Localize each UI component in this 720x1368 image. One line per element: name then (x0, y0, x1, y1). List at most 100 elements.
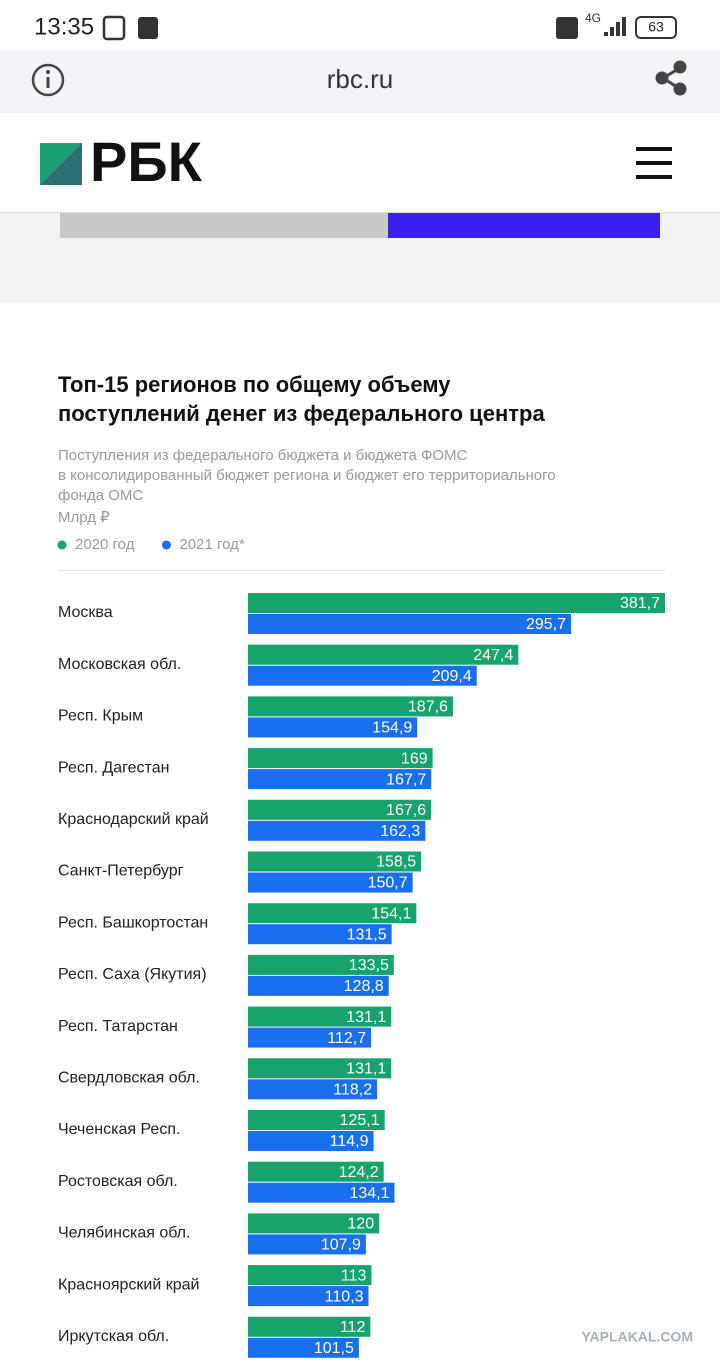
bar (248, 1286, 369, 1307)
value-label: 134,1 (349, 1185, 389, 1202)
value-label: 158,5 (376, 854, 416, 871)
menu-glyph (636, 175, 672, 179)
legend-label: 2021 год* (179, 536, 244, 553)
bar (248, 954, 394, 975)
value-label: 120 (347, 1216, 374, 1233)
bar (248, 1058, 392, 1079)
ad-image[interactable] (60, 213, 388, 238)
chart-units: Млрд ₽ (58, 509, 110, 526)
value-label: 162,3 (380, 823, 420, 840)
chart-subtitle: в консолидированный бюджет региона и бюд… (58, 467, 556, 484)
legend-marker (57, 540, 67, 550)
menu-glyph (636, 161, 672, 165)
bar (248, 1079, 378, 1100)
value-label: 113 (341, 1267, 367, 1284)
bar (248, 696, 453, 717)
bar (248, 748, 433, 769)
value-label: 167,6 (386, 802, 426, 819)
share-glyph (655, 71, 669, 85)
bar (248, 1131, 374, 1151)
value-label: 167,7 (386, 771, 426, 788)
category-label: Московская обл. (58, 656, 181, 673)
nfc-icon (102, 15, 126, 41)
logo[interactable]: РБК (90, 130, 203, 193)
menu-glyph (636, 147, 672, 151)
bar (248, 1234, 366, 1255)
bar (248, 1006, 392, 1027)
value-label: 128,8 (344, 978, 384, 995)
upload-icon (138, 17, 158, 39)
value-label: 169 (401, 750, 428, 767)
network-type: 4G (585, 11, 601, 25)
value-label: 101,5 (314, 1340, 354, 1357)
category-label: Москва (58, 604, 113, 621)
category-label: Иркутская обл. (58, 1328, 169, 1345)
bar (248, 769, 432, 790)
bar (248, 1265, 372, 1286)
value-label: 118,2 (333, 1082, 372, 1099)
bar (248, 975, 389, 996)
url[interactable]: rbc.ru (327, 64, 393, 94)
value-label: 112,7 (327, 1030, 366, 1047)
bar (248, 665, 477, 686)
bar (248, 1213, 380, 1234)
watermark: YAPLAKAL.COM (582, 1329, 694, 1345)
info-glyph (46, 70, 50, 74)
value-label: 107,9 (321, 1237, 361, 1254)
menu-button[interactable] (636, 147, 672, 179)
bar (248, 593, 665, 613)
category-label: Респ. Башкортостан (58, 914, 208, 931)
category-label: Санкт-Петербург (58, 863, 184, 880)
chart-subtitle: фонда ОМС (58, 487, 143, 504)
bar (248, 1161, 384, 1182)
ad-image[interactable] (388, 213, 660, 238)
status-time: 13:35 (34, 13, 94, 40)
category-label: Чеченская Респ. (58, 1121, 180, 1138)
value-label: 125,1 (340, 1112, 380, 1129)
value-label: 154,9 (372, 720, 412, 737)
bar (248, 1027, 372, 1048)
value-label: 131,1 (346, 1061, 386, 1078)
bar (248, 1316, 371, 1337)
share-glyph (673, 82, 687, 96)
bar (248, 1337, 359, 1358)
bar (248, 851, 422, 872)
browser-bar (0, 50, 720, 113)
bar (248, 820, 426, 841)
value-label: 114,9 (330, 1133, 369, 1150)
logo-mark (40, 143, 82, 185)
bar (248, 717, 418, 738)
bar (248, 903, 417, 924)
bar (248, 614, 572, 634)
info-button[interactable] (31, 63, 65, 97)
value-label: 124,2 (339, 1164, 379, 1181)
chart: 2020 год 2021 год* Москва 381,7 295,7 Московс… (57, 536, 665, 1358)
category-label: Ростовская обл. (58, 1173, 178, 1190)
bar (248, 1182, 395, 1203)
value-label: 154,1 (371, 905, 411, 922)
category-label: Свердловская обл. (58, 1070, 200, 1087)
value-label: 187,6 (408, 699, 448, 716)
chart-title: поступлений денег из федерального центра (58, 401, 545, 426)
category-label: Респ. Крым (58, 708, 143, 725)
value-label: 150,7 (368, 875, 408, 892)
volte-icon (556, 17, 578, 39)
bar (248, 1110, 385, 1130)
share-button[interactable] (655, 60, 687, 96)
bar (248, 644, 519, 665)
value-label: 209,4 (432, 668, 472, 685)
value-label: 247,4 (473, 647, 513, 664)
legend-marker (161, 540, 171, 550)
category-label: Красноярский край (58, 1276, 199, 1293)
info-glyph (46, 77, 50, 88)
signal-icon (604, 17, 626, 36)
category-label: Респ. Татарстан (58, 1018, 178, 1035)
battery-level: 63 (648, 19, 664, 35)
value-label: 381,7 (620, 595, 660, 612)
chart-title: Топ-15 регионов по общему объему (58, 372, 451, 397)
bar (248, 924, 392, 945)
chart-subtitle: Поступления из федерального бюджета и бю… (58, 447, 468, 464)
category-label: Респ. Дагестан (58, 759, 169, 776)
value-label: 131,1 (346, 1009, 386, 1026)
